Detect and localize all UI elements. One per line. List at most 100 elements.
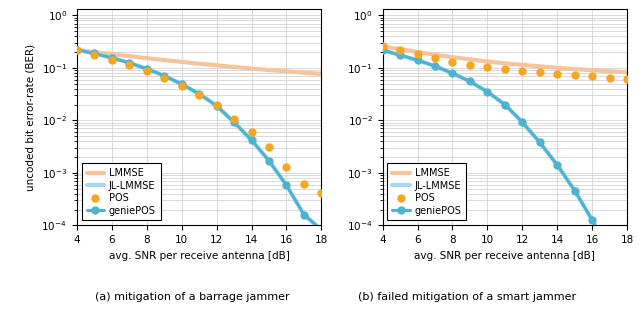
geniePOS [554, 163, 561, 167]
LMMSE [623, 70, 631, 74]
LMMSE [396, 47, 404, 51]
POS [571, 73, 579, 77]
JL-LMMSE [501, 103, 509, 106]
LMMSE [265, 68, 273, 72]
geniePOS [178, 82, 186, 86]
LMMSE [230, 65, 238, 69]
LMMSE [571, 67, 579, 71]
LMMSE [431, 53, 439, 57]
JL-LMMSE [161, 74, 168, 78]
POS [484, 65, 492, 69]
POS [265, 145, 273, 149]
JL-LMMSE [554, 163, 561, 167]
Line: POS: POS [379, 43, 630, 82]
Legend: LMMSE, JL-LMMSE, POS, geniePOS: LMMSE, JL-LMMSE, POS, geniePOS [387, 163, 467, 220]
LMMSE [317, 72, 325, 76]
Legend: LMMSE, JL-LMMSE, POS, geniePOS: LMMSE, JL-LMMSE, POS, geniePOS [82, 163, 161, 220]
POS [143, 69, 150, 73]
geniePOS [230, 121, 238, 124]
geniePOS [108, 56, 116, 60]
JL-LMMSE [606, 249, 614, 253]
geniePOS [73, 48, 81, 52]
JL-LMMSE [108, 56, 116, 60]
JL-LMMSE [571, 189, 579, 192]
JL-LMMSE [484, 90, 492, 94]
POS [466, 63, 474, 67]
geniePOS [431, 64, 439, 68]
LMMSE [518, 63, 526, 67]
LMMSE [248, 67, 255, 70]
JL-LMMSE [212, 104, 220, 108]
Y-axis label: uncoded bit error-rate (BER): uncoded bit error-rate (BER) [26, 44, 36, 191]
Text: (b) failed mitigation of a smart jammer: (b) failed mitigation of a smart jammer [358, 292, 576, 302]
LMMSE [449, 55, 456, 59]
LMMSE [484, 60, 492, 64]
LMMSE [536, 64, 543, 68]
geniePOS [317, 228, 325, 232]
Text: (a) mitigation of a barrage jammer: (a) mitigation of a barrage jammer [95, 292, 289, 302]
JL-LMMSE [230, 121, 238, 124]
X-axis label: avg. SNR per receive antenna [dB]: avg. SNR per receive antenna [dB] [415, 251, 595, 261]
geniePOS [248, 138, 255, 142]
LMMSE [554, 66, 561, 70]
POS [623, 77, 631, 81]
LMMSE [90, 50, 98, 54]
LMMSE [283, 69, 291, 73]
geniePOS [413, 58, 421, 62]
LMMSE [606, 69, 614, 73]
Line: LMMSE: LMMSE [77, 50, 321, 74]
LMMSE [379, 45, 387, 49]
geniePOS [161, 74, 168, 78]
JL-LMMSE [178, 82, 186, 86]
LMMSE [212, 64, 220, 67]
geniePOS [125, 61, 133, 65]
geniePOS [396, 53, 404, 57]
LMMSE [466, 58, 474, 61]
Line: JL-LMMSE: JL-LMMSE [77, 50, 321, 230]
geniePOS [484, 90, 492, 94]
POS [518, 69, 526, 72]
POS [300, 182, 308, 186]
POS [178, 84, 186, 87]
POS [230, 117, 238, 121]
POS [73, 48, 81, 52]
POS [195, 93, 203, 96]
JL-LMMSE [536, 141, 543, 144]
JL-LMMSE [143, 67, 150, 71]
POS [396, 48, 404, 52]
JL-LMMSE [449, 71, 456, 75]
Line: POS: POS [74, 47, 325, 196]
POS [554, 72, 561, 75]
LMMSE [178, 60, 186, 64]
JL-LMMSE [300, 213, 308, 217]
Line: geniePOS: geniePOS [74, 46, 325, 233]
LMMSE [588, 69, 596, 72]
LMMSE [300, 71, 308, 74]
JL-LMMSE [317, 228, 325, 232]
JL-LMMSE [265, 159, 273, 163]
LMMSE [501, 61, 509, 65]
Line: JL-LMMSE: JL-LMMSE [383, 50, 627, 280]
LMMSE [195, 62, 203, 66]
geniePOS [518, 121, 526, 124]
JL-LMMSE [125, 61, 133, 65]
POS [606, 76, 614, 80]
geniePOS [606, 249, 614, 253]
POS [161, 76, 168, 80]
geniePOS [588, 218, 596, 222]
JL-LMMSE [431, 64, 439, 68]
JL-LMMSE [466, 80, 474, 83]
geniePOS [143, 67, 150, 71]
POS [283, 165, 291, 169]
X-axis label: avg. SNR per receive antenna [dB]: avg. SNR per receive antenna [dB] [109, 251, 289, 261]
JL-LMMSE [248, 138, 255, 142]
POS [248, 130, 255, 134]
JL-LMMSE [518, 121, 526, 124]
POS [317, 191, 325, 194]
geniePOS [536, 141, 543, 144]
geniePOS [379, 48, 387, 52]
POS [501, 67, 509, 71]
geniePOS [195, 92, 203, 96]
POS [431, 56, 439, 60]
LMMSE [161, 58, 168, 62]
